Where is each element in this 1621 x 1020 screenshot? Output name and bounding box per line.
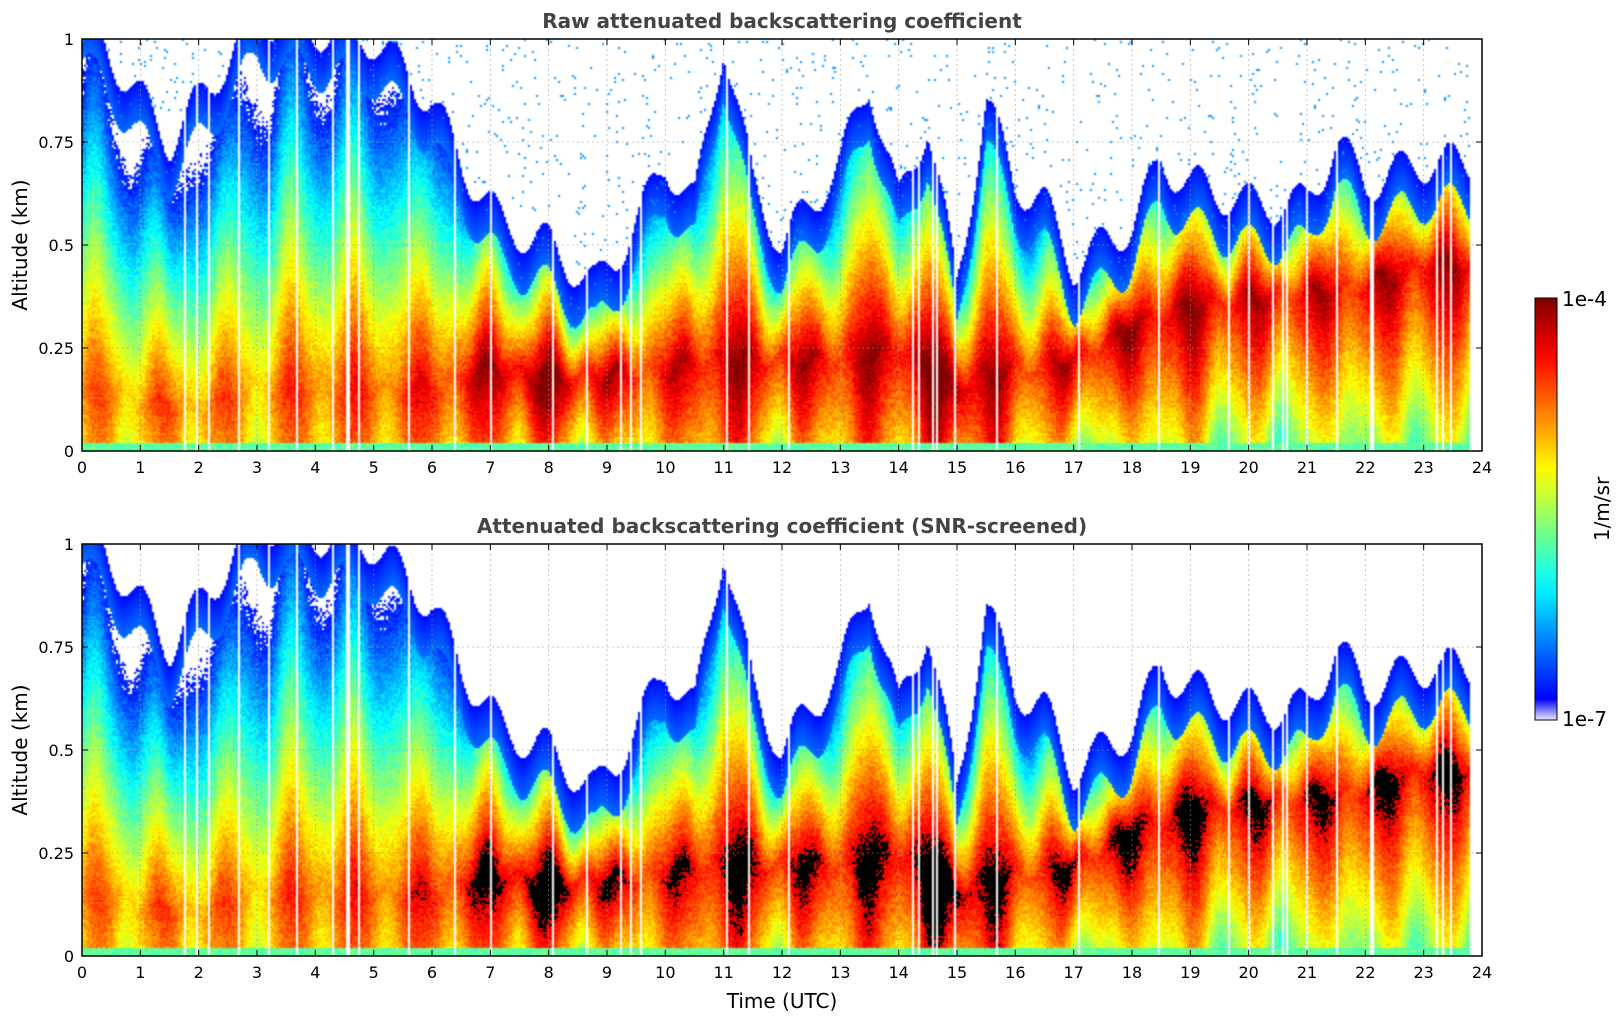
x-tick-label: 19 — [1180, 458, 1200, 477]
y-tick-label: 0.25 — [38, 339, 74, 358]
x-tick-label: 2 — [194, 458, 204, 477]
x-tick-label: 4 — [310, 963, 320, 982]
x-tick-label: 17 — [1063, 458, 1083, 477]
x-tick-label: 8 — [544, 963, 554, 982]
x-tick-label: 7 — [485, 963, 495, 982]
x-tick-label: 9 — [602, 963, 612, 982]
x-tick-label: 20 — [1238, 458, 1258, 477]
x-tick-label: 23 — [1413, 458, 1433, 477]
screened-backscatter-panel: Attenuated backscattering coefficient (S… — [8, 514, 1492, 1013]
x-tick-label: 5 — [369, 963, 379, 982]
raw-panel-title: Raw attenuated backscattering coefficien… — [542, 9, 1022, 33]
y-tick-label: 0.75 — [38, 638, 74, 657]
x-tick-label: 0 — [77, 458, 87, 477]
y-tick-label: 0 — [64, 442, 74, 461]
x-tick-label: 7 — [485, 458, 495, 477]
raw-y-ticks: 0 0.25 0.5 0.75 1 — [38, 30, 1482, 461]
screened-grid — [82, 544, 1482, 956]
x-tick-label: 3 — [252, 458, 262, 477]
screened-y-axis-label: Altitude (km) — [8, 684, 32, 815]
x-tick-label: 5 — [369, 458, 379, 477]
x-tick-label: 13 — [830, 458, 850, 477]
x-tick-label: 2 — [194, 963, 204, 982]
x-tick-label: 20 — [1238, 963, 1258, 982]
y-tick-label: 0.75 — [38, 133, 74, 152]
raw-grid — [82, 39, 1482, 451]
x-tick-label: 22 — [1355, 458, 1375, 477]
x-tick-label: 15 — [947, 963, 967, 982]
x-axis-label: Time (UTC) — [726, 989, 838, 1013]
y-tick-label: 0.25 — [38, 844, 74, 863]
x-tick-label: 11 — [713, 458, 733, 477]
x-tick-label: 13 — [830, 963, 850, 982]
x-tick-label: 24 — [1472, 963, 1492, 982]
colorbar-min-label: 1e-7 — [1562, 707, 1607, 731]
x-tick-label: 18 — [1122, 963, 1142, 982]
x-tick-label: 16 — [1005, 963, 1025, 982]
screened-panel-title: Attenuated backscattering coefficient (S… — [477, 514, 1087, 538]
x-tick-label: 16 — [1005, 458, 1025, 477]
x-tick-label: 23 — [1413, 963, 1433, 982]
colorbar-frame — [1534, 297, 1558, 721]
x-tick-label: 24 — [1472, 458, 1492, 477]
colorbar: 1e-4 1e-7 1/m/sr — [1534, 287, 1614, 731]
x-tick-label: 10 — [655, 963, 675, 982]
x-tick-label: 21 — [1297, 458, 1317, 477]
x-tick-label: 3 — [252, 963, 262, 982]
x-tick-label: 9 — [602, 458, 612, 477]
x-tick-label: 6 — [427, 963, 437, 982]
x-tick-label: 11 — [713, 963, 733, 982]
colorbar-unit-label: 1/m/sr — [1590, 476, 1614, 541]
x-tick-label: 10 — [655, 458, 675, 477]
x-tick-label: 14 — [888, 963, 908, 982]
x-tick-label: 19 — [1180, 963, 1200, 982]
screened-y-ticks: 0 0.25 0.5 0.75 1 — [38, 535, 1482, 966]
x-tick-label: 18 — [1122, 458, 1142, 477]
x-tick-label: 1 — [135, 458, 145, 477]
x-tick-label: 17 — [1063, 963, 1083, 982]
y-tick-label: 0.5 — [49, 741, 74, 760]
raw-y-axis-label: Altitude (km) — [8, 179, 32, 310]
x-tick-label: 14 — [888, 458, 908, 477]
x-tick-label: 4 — [310, 458, 320, 477]
y-tick-label: 0 — [64, 947, 74, 966]
raw-x-ticks: 0 1 2 3 4 5 6 7 8 9 10 11 12 13 14 15 16 17 18 19 20 21 22 23 24 — [77, 39, 1492, 477]
screened-x-ticks: 0 1 2 3 4 5 6 7 8 9 10 11 12 13 14 15 16 17 18 19 20 21 22 23 24 — [77, 544, 1492, 982]
y-tick-label: 1 — [64, 30, 74, 49]
x-tick-label: 0 — [77, 963, 87, 982]
x-tick-label: 12 — [772, 963, 792, 982]
colorbar-gradient — [1535, 298, 1557, 720]
x-tick-label: 8 — [544, 458, 554, 477]
y-tick-label: 0.5 — [49, 236, 74, 255]
x-tick-label: 15 — [947, 458, 967, 477]
x-tick-label: 12 — [772, 458, 792, 477]
colorbar-max-label: 1e-4 — [1562, 287, 1607, 311]
x-tick-label: 6 — [427, 458, 437, 477]
x-tick-label: 1 — [135, 963, 145, 982]
raw-backscatter-panel: Raw attenuated backscattering coefficien… — [8, 9, 1492, 477]
x-tick-label: 22 — [1355, 963, 1375, 982]
x-tick-label: 21 — [1297, 963, 1317, 982]
y-tick-label: 1 — [64, 535, 74, 554]
